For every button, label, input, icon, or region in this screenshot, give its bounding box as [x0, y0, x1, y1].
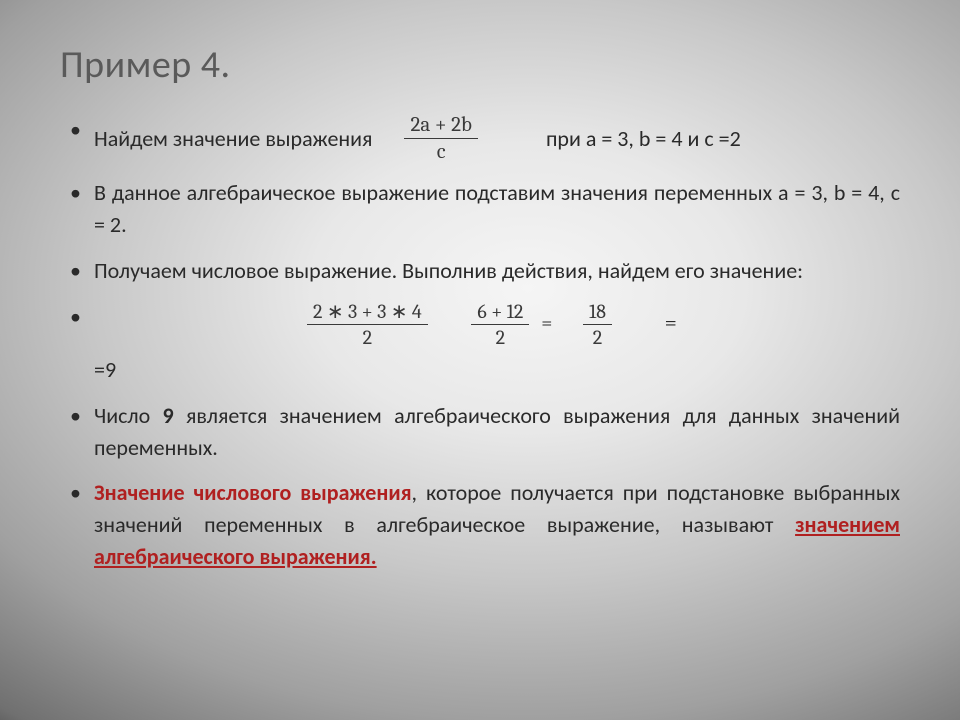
calc-frac-1-den: 2 [307, 325, 428, 348]
equals-2: = [665, 309, 677, 335]
slide-title: Пример 4. [60, 42, 900, 88]
calc-frac-3: 18 2 [583, 301, 612, 348]
calc-frac-1: 2 ∗ 3 + 3 ∗ 4 2 [307, 301, 428, 348]
result-line: =9 [94, 356, 116, 383]
bullet-5-nine: 9 [163, 402, 174, 429]
calc-row: 2 ∗ 3 + 3 ∗ 4 2 6 + 12 2 = 18 2 = [304, 301, 677, 348]
calc-frac-3-num: 18 [583, 301, 612, 325]
calc-frac-2-num: 6 + 12 [471, 301, 529, 325]
bullet-6: Значение числового выражения, которое по… [60, 477, 900, 573]
bullet-2: В данное алгебраическое выражение подста… [60, 177, 900, 241]
bullet-list: Найдем значение выражения 2a + 2b c при … [60, 114, 900, 573]
bullet-1: Найдем значение выражения 2a + 2b c при … [60, 114, 900, 163]
slide: Пример 4. Найдем значение выражения 2a +… [0, 0, 960, 720]
emph-phrase-1: Значение числового выражения [94, 479, 412, 506]
calc-frac-1-num: 2 ∗ 3 + 3 ∗ 4 [307, 301, 428, 325]
bullet-1-lead: Найдем значение выражения [94, 123, 372, 155]
calc-frac-2-den: 2 [471, 325, 529, 348]
expression-fraction: 2a + 2b c [401, 114, 481, 163]
calc-frac-2: 6 + 12 2 [471, 301, 529, 348]
bullet-5-post: является значением алгебраического выраж… [94, 402, 900, 461]
equals-1: = [541, 311, 552, 334]
bullet-1-tail: при a = 3, b = 4 и c =2 [546, 123, 741, 155]
bullet-4: 2 ∗ 3 + 3 ∗ 4 2 6 + 12 2 = 18 2 = =9 [60, 301, 900, 386]
fraction-1: 2a + 2b c [404, 114, 478, 163]
fraction-1-den: c [404, 139, 478, 163]
bullet-5-pre: Число [94, 402, 163, 429]
bullet-5: Число 9 является значением алгебраическо… [60, 400, 900, 464]
fraction-1-num: 2a + 2b [404, 114, 478, 139]
bullet-3: Получаем числовое выражение. Выполнив де… [60, 255, 900, 287]
calc-frac-3-den: 2 [583, 325, 612, 348]
